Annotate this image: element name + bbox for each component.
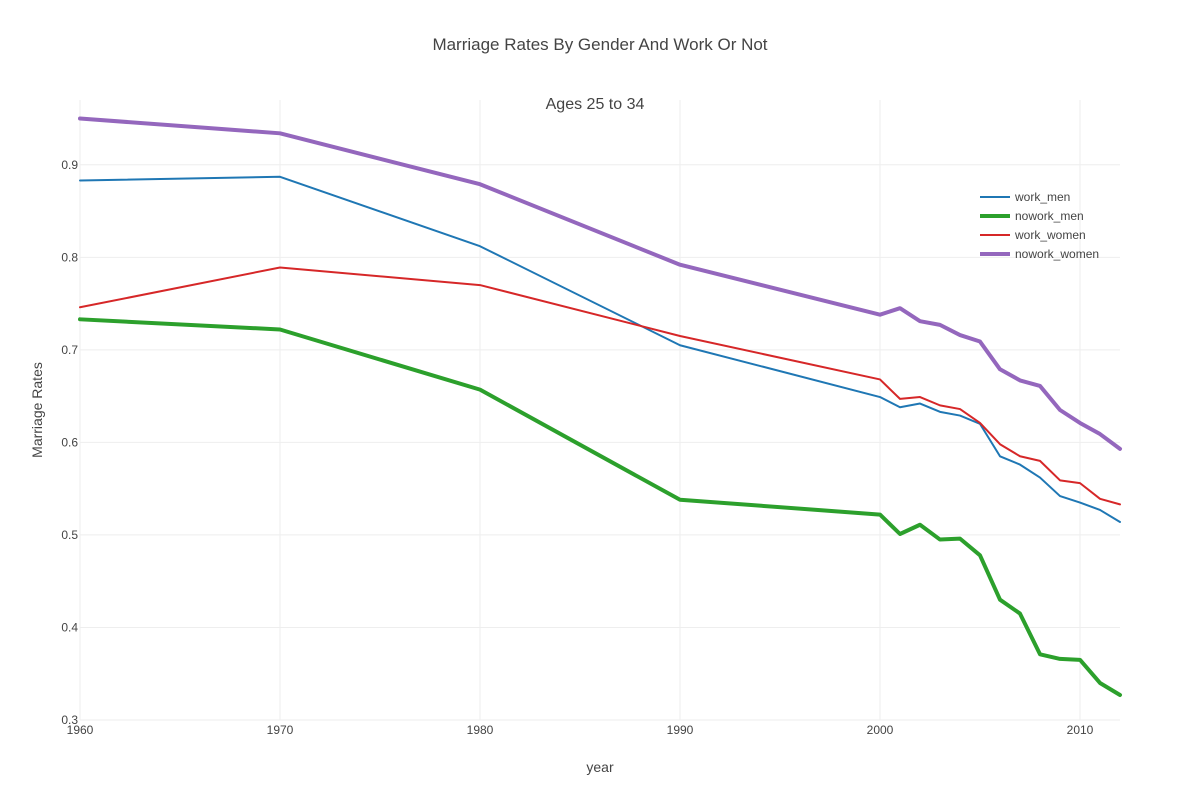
legend-item-nowork_men[interactable]: nowork_men <box>980 209 1084 223</box>
y-tick-label-0.8: 0.8 <box>61 250 78 264</box>
legend-label-work_men: work_men <box>1014 190 1070 204</box>
legend-label-nowork_women: nowork_women <box>1015 247 1099 261</box>
y-tick-label-0.4: 0.4 <box>61 620 78 634</box>
x-axis-ticks: 1960 1970 1980 1990 2000 2010 <box>67 723 1094 737</box>
y-axis-ticks: 0.3 0.4 0.5 0.6 0.7 0.8 0.9 <box>61 158 78 727</box>
y-tick-label-0.7: 0.7 <box>61 343 78 357</box>
series-line-nowork_women <box>78 116 1122 451</box>
legend-item-nowork_women[interactable]: nowork_women <box>980 247 1099 261</box>
legend-label-work_women: work_women <box>1014 228 1086 242</box>
x-tick-label-1980: 1980 <box>467 723 494 737</box>
x-tick-label-1960: 1960 <box>67 723 94 737</box>
y-tick-label-0.3: 0.3 <box>61 713 78 727</box>
x-tick-label-2010: 2010 <box>1067 723 1094 737</box>
legend-item-work_men[interactable]: work_men <box>980 190 1070 204</box>
y-tick-label-0.5: 0.5 <box>61 528 78 542</box>
series-layer <box>78 116 1122 698</box>
x-tick-label-1970: 1970 <box>267 723 294 737</box>
legend-label-nowork_men: nowork_men <box>1015 209 1084 223</box>
x-tick-label-2000: 2000 <box>867 723 894 737</box>
grid-layer <box>79 100 1120 721</box>
y-tick-label-0.6: 0.6 <box>61 435 78 449</box>
legend-item-work_women[interactable]: work_women <box>980 228 1086 242</box>
chart-title: Marriage Rates By Gender And Work Or Not <box>432 35 767 54</box>
series-line-nowork_men <box>78 317 1122 698</box>
x-axis-title: year <box>586 759 614 775</box>
y-tick-label-0.9: 0.9 <box>61 158 78 172</box>
series-line-work_women <box>79 266 1121 506</box>
legend: work_men nowork_men work_women nowork_women <box>980 190 1099 261</box>
chart-annotation: Ages 25 to 34 <box>546 96 645 113</box>
y-axis-title: Marriage Rates <box>29 362 45 458</box>
x-tick-label-1990: 1990 <box>667 723 694 737</box>
series-line-work_men <box>79 175 1121 523</box>
